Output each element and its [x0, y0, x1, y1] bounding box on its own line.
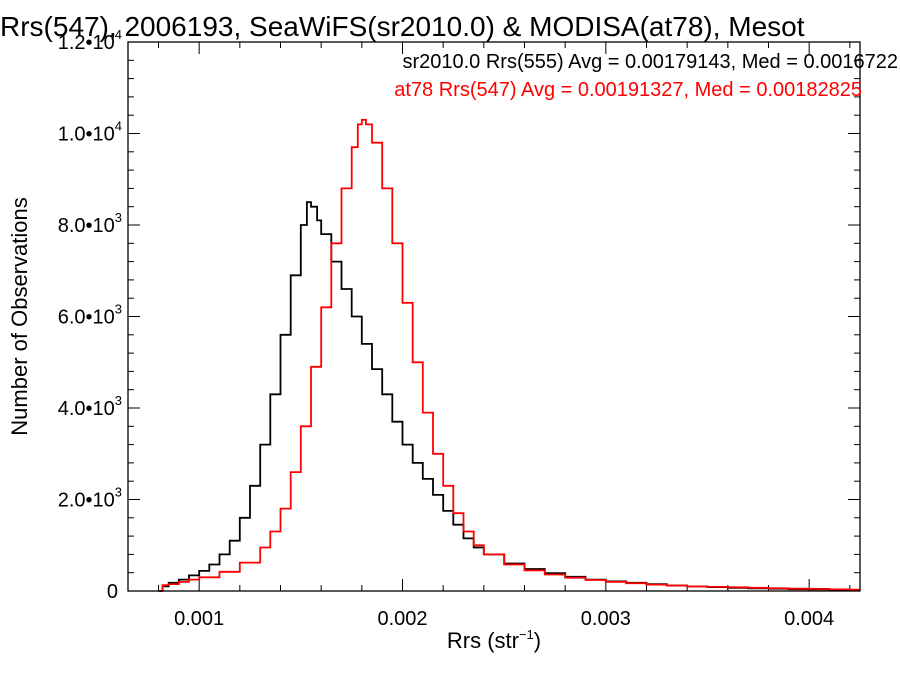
y-tick-label-0: 0: [107, 581, 118, 603]
plot-frame: [127, 41, 861, 592]
x-axis-label-suffix: ): [534, 628, 541, 653]
x-tick-label-2: 0.003: [581, 608, 631, 630]
x-axis-label-exponent: −1: [519, 627, 534, 642]
series-at78-line: [158, 118, 860, 592]
x-axis-label: Rrs (str−1): [447, 627, 541, 653]
y-tick-label-4: 8.0•103: [58, 210, 122, 237]
y-tick-label-2: 4.0•103: [58, 393, 122, 420]
legend-entry-sr2010: sr2010.0 Rrs(555) Avg = 0.00179143, Med …: [402, 51, 898, 73]
y-tick-label-5: 1.0•104: [58, 119, 122, 146]
y-tick-label-3: 6.0•103: [58, 302, 122, 329]
y-axis-label: Number of Observations: [7, 197, 32, 435]
x-tick-label-1: 0.002: [377, 608, 427, 630]
legend: sr2010.0 Rrs(555) Avg = 0.00179143, Med …: [394, 51, 898, 101]
legend-entry-at78: at78 Rrs(547) Avg = 0.00191327, Med = 0.…: [394, 79, 862, 101]
x-tick-label-3: 0.004: [784, 608, 834, 630]
axis-ticks: 0.001 0.002 0.003 0.004 0 2.0•103 4.0•103 6.0•1…: [58, 27, 860, 630]
y-tick-label-1: 2.0•103: [58, 485, 122, 512]
series-sr2010-line: [158, 201, 860, 592]
series-lines: [158, 118, 860, 592]
x-tick-label-0: 0.001: [174, 608, 224, 630]
chart-title: Rrs(547), 2006193, SeaWiFS(sr2010.0) & M…: [0, 11, 805, 42]
x-axis-label-main: Rrs (str: [447, 628, 519, 653]
y-tick-label-6: 1.2•104: [58, 27, 122, 54]
